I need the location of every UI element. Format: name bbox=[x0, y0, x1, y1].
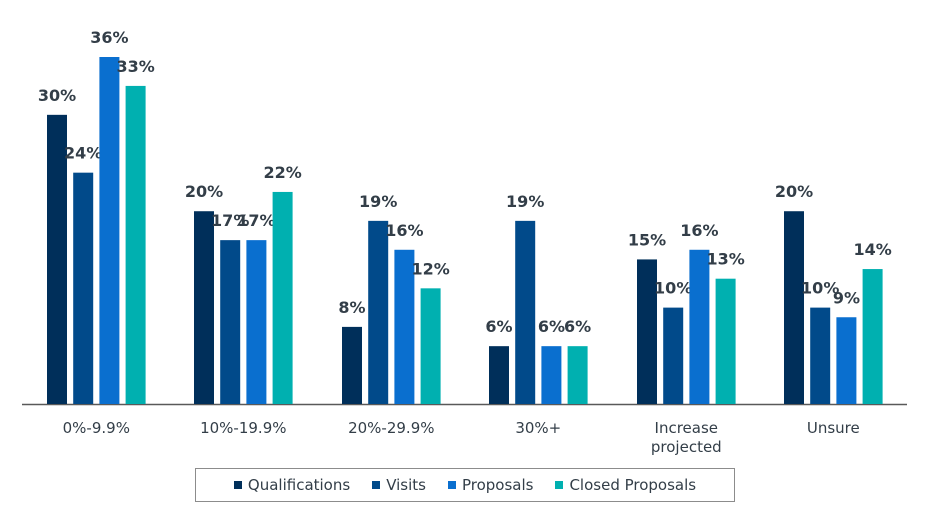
bar-visits-3 bbox=[515, 220, 536, 404]
data-label: 19% bbox=[506, 192, 544, 211]
x-tick-label: Increase projected bbox=[651, 419, 722, 456]
bar-proposals-5 bbox=[836, 317, 857, 404]
x-tick-label: 30%+ bbox=[515, 419, 561, 437]
bar-visits-1 bbox=[220, 240, 241, 404]
bar-qualifications-4 bbox=[637, 259, 657, 404]
data-label: 10% bbox=[654, 279, 692, 298]
bar-qualifications-0 bbox=[47, 114, 67, 404]
bar-visits-2 bbox=[368, 220, 389, 404]
data-label: 6% bbox=[485, 317, 512, 336]
bar-visits-4 bbox=[663, 307, 684, 404]
x-tick-label: 10%-19.9% bbox=[200, 419, 286, 437]
bar-qualifications-3 bbox=[489, 346, 509, 404]
legend-label: Qualifications bbox=[247, 476, 351, 494]
legend-item: Qualifications bbox=[233, 476, 351, 494]
data-label: 17% bbox=[211, 211, 249, 230]
data-label: 10% bbox=[801, 279, 839, 298]
bar-qualifications-5 bbox=[784, 211, 804, 404]
data-label: 6% bbox=[538, 317, 565, 336]
legend-swatch bbox=[447, 481, 456, 489]
legend-swatch bbox=[233, 481, 242, 489]
bar-closed-proposals-2 bbox=[420, 288, 441, 404]
data-label: 20% bbox=[775, 182, 813, 201]
bar-proposals-1 bbox=[246, 240, 267, 404]
legend-item: Visits bbox=[372, 476, 426, 494]
data-label: 9% bbox=[833, 288, 860, 307]
bar-qualifications-1 bbox=[194, 211, 214, 404]
legend-item: Closed Proposals bbox=[555, 476, 696, 494]
bar-proposals-0 bbox=[99, 57, 120, 404]
x-tick-label: Unsure bbox=[807, 419, 860, 437]
legend-item: Proposals bbox=[447, 476, 534, 494]
data-label: 19% bbox=[359, 192, 397, 211]
legend-label: Proposals bbox=[461, 476, 534, 494]
data-label: 16% bbox=[385, 221, 423, 240]
x-tick-label: 0%-9.9% bbox=[63, 419, 130, 437]
legend-label: Visits bbox=[386, 476, 426, 494]
data-label: 36% bbox=[90, 28, 128, 47]
bar-closed-proposals-0 bbox=[125, 85, 146, 405]
data-label: 22% bbox=[263, 163, 301, 182]
data-label: 16% bbox=[680, 221, 718, 240]
data-label: 12% bbox=[411, 259, 449, 278]
bar-proposals-4 bbox=[689, 249, 710, 404]
data-label: 30% bbox=[38, 86, 76, 105]
bar-closed-proposals-5 bbox=[862, 269, 883, 404]
bar-closed-proposals-4 bbox=[715, 278, 736, 404]
legend: Qualifications Visits Proposals Closed Prop… bbox=[195, 468, 735, 502]
bar-closed-proposals-1 bbox=[272, 191, 293, 404]
data-label: 24% bbox=[64, 144, 102, 163]
data-label: 33% bbox=[116, 57, 154, 76]
bar-qualifications-2 bbox=[342, 326, 362, 404]
legend-swatch bbox=[372, 481, 381, 489]
bar-proposals-3 bbox=[541, 346, 562, 404]
bar-proposals-2 bbox=[394, 249, 415, 404]
bar-closed-proposals-3 bbox=[567, 346, 588, 404]
data-label: 14% bbox=[853, 240, 891, 259]
data-label: 20% bbox=[185, 182, 223, 201]
data-label: 13% bbox=[706, 250, 744, 269]
data-label: 15% bbox=[628, 230, 666, 249]
data-label: 6% bbox=[564, 317, 591, 336]
legend-label: Closed Proposals bbox=[569, 476, 697, 494]
data-label: 17% bbox=[237, 211, 275, 230]
x-tick-label: 20%-29.9% bbox=[348, 419, 434, 437]
data-label: 8% bbox=[338, 298, 365, 317]
bar-visits-5 bbox=[810, 307, 831, 404]
legend-swatch bbox=[555, 481, 564, 489]
bar-visits-0 bbox=[73, 172, 94, 404]
